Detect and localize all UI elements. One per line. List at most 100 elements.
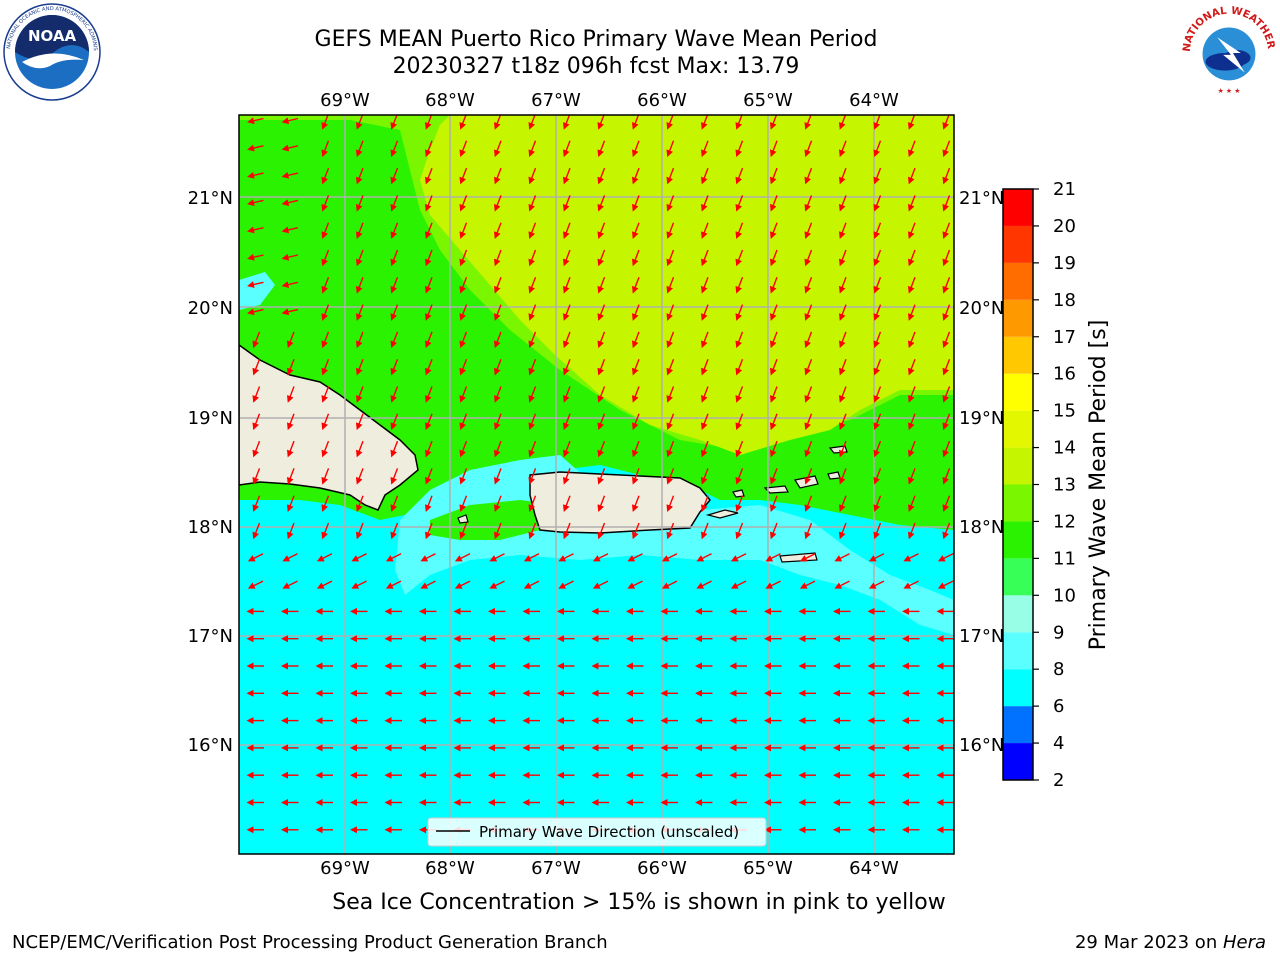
wave-arrow-icon: [735, 495, 744, 512]
wave-arrow-icon: [385, 553, 402, 562]
colorbar-label: Primary Wave Mean Period [s]: [1086, 320, 1111, 651]
colorbar-tick-label: 17: [1053, 327, 1076, 348]
wave-arrow-icon: [528, 195, 537, 212]
wave-arrow-icon: [666, 167, 675, 185]
wave-arrow-icon: [321, 167, 330, 185]
wave-arrow-icon: [700, 277, 709, 294]
wave-arrow-icon: [562, 468, 571, 485]
wave-arrow-icon: [390, 468, 399, 485]
wave-arrow-icon: [873, 386, 882, 403]
wave-arrow-icon: [903, 553, 919, 562]
wave-arrow-icon: [907, 304, 916, 321]
wave-arrow-icon: [286, 495, 295, 512]
wave-arrow-icon: [907, 277, 916, 294]
wave-arrow-icon: [735, 468, 744, 485]
wave-arrow-icon: [907, 222, 916, 239]
wave-arrow-icon: [942, 277, 951, 294]
wave-arrow-icon: [528, 495, 537, 512]
wave-arrow-icon: [459, 358, 468, 376]
colorbar-tick-label: 2: [1053, 770, 1064, 791]
wave-arrow-icon: [799, 553, 816, 562]
wave-arrow-icon: [666, 277, 675, 294]
wave-arrow-icon: [769, 358, 778, 376]
lat-label: 20°N: [959, 298, 1004, 319]
wave-arrow-icon: [700, 167, 709, 185]
wave-arrow-icon: [907, 167, 916, 185]
lat-label: 17°N: [188, 626, 233, 647]
wave-arrow-icon: [937, 580, 954, 589]
wave-arrow-icon: [528, 386, 537, 403]
wave-arrow-icon: [558, 580, 574, 589]
wave-arrow-icon: [528, 331, 537, 349]
wave-arrow-icon: [942, 222, 951, 239]
chart-subtitle: 20230327 t18z 096h fcst Max: 13.79: [392, 54, 800, 79]
wave-arrow-icon: [873, 222, 882, 239]
wave-arrow-icon: [459, 440, 468, 458]
wave-arrow-icon: [493, 140, 502, 158]
wave-arrow-icon: [700, 140, 709, 158]
wave-arrow-icon: [666, 249, 675, 267]
wave-arrow-icon: [390, 140, 399, 158]
wave-arrow-icon: [631, 304, 640, 321]
wave-arrow-icon: [769, 277, 778, 294]
lon-label: 66°W: [637, 858, 687, 879]
wave-arrow-icon: [493, 195, 502, 212]
wave-arrow-icon: [631, 522, 640, 540]
wave-arrow-icon: [631, 249, 640, 267]
wave-arrow-icon: [907, 386, 916, 403]
wave-arrow-icon: [700, 304, 709, 321]
wave-arrow-icon: [942, 413, 951, 431]
lat-label: 19°N: [188, 408, 233, 429]
sea-ice-note: Sea Ice Concentration > 15% is shown in …: [332, 890, 946, 915]
wave-arrow-icon: [873, 195, 882, 212]
wave-arrow-icon: [390, 222, 399, 239]
wave-arrow-icon: [424, 495, 433, 512]
wave-arrow-icon: [355, 140, 364, 158]
svg-text:★ ★ ★: ★ ★ ★: [1218, 87, 1241, 95]
footer-date: 29 Mar 2023 on Hera: [1075, 932, 1266, 953]
wave-arrow-icon: [942, 440, 951, 458]
wave-arrow-icon: [666, 440, 675, 458]
wave-arrow-icon: [355, 440, 364, 458]
wave-arrow-icon: [700, 440, 709, 458]
wave-arrow-icon: [355, 522, 364, 540]
wave-arrow-icon: [700, 468, 709, 485]
wave-arrow-icon: [838, 140, 847, 158]
wave-arrow-icon: [666, 222, 675, 239]
colorbar-segment: [1003, 189, 1033, 226]
wave-arrow-icon: [252, 468, 261, 485]
wave-arrow-icon: [769, 195, 778, 212]
wave-arrow-icon: [321, 495, 330, 512]
wave-arrow-icon: [873, 331, 882, 349]
wave-arrow-icon: [597, 304, 606, 321]
wave-arrow-icon: [942, 522, 951, 540]
colorbar-tick-label: 21: [1053, 179, 1076, 200]
wave-arrow-icon: [597, 249, 606, 267]
colorbar-segment: [1003, 521, 1033, 559]
wave-arrow-icon: [597, 522, 606, 540]
wave-arrow-icon: [769, 304, 778, 321]
colorbar-segment: [1003, 262, 1033, 300]
wave-arrow-icon: [247, 580, 264, 589]
wave-arrow-icon: [493, 413, 502, 431]
lat-label: 16°N: [188, 735, 233, 756]
wave-arrow-icon: [355, 249, 364, 267]
colorbar-tick-label: 10: [1053, 585, 1076, 606]
wave-arrow-icon: [769, 440, 778, 458]
wave-arrow-icon: [627, 553, 643, 562]
wave-arrow-icon: [735, 386, 744, 403]
lat-label: 19°N: [959, 408, 1004, 429]
wave-arrow-icon: [321, 304, 330, 321]
wave-arrow-icon: [459, 304, 468, 321]
wave-arrow-icon: [528, 413, 537, 431]
wave-arrow-icon: [562, 358, 571, 376]
wave-arrow-icon: [769, 386, 778, 403]
wave-arrow-icon: [907, 440, 916, 458]
wave-arrow-icon: [424, 358, 433, 376]
wave-arrow-icon: [838, 222, 847, 239]
wave-arrow-icon: [804, 413, 813, 431]
wave-arrow-icon: [597, 167, 606, 185]
colorbar-segment: [1003, 595, 1033, 633]
wave-arrow-icon: [390, 195, 399, 212]
lat-labels-left: 21°N 20°N 19°N 18°N 17°N 16°N: [188, 188, 233, 756]
